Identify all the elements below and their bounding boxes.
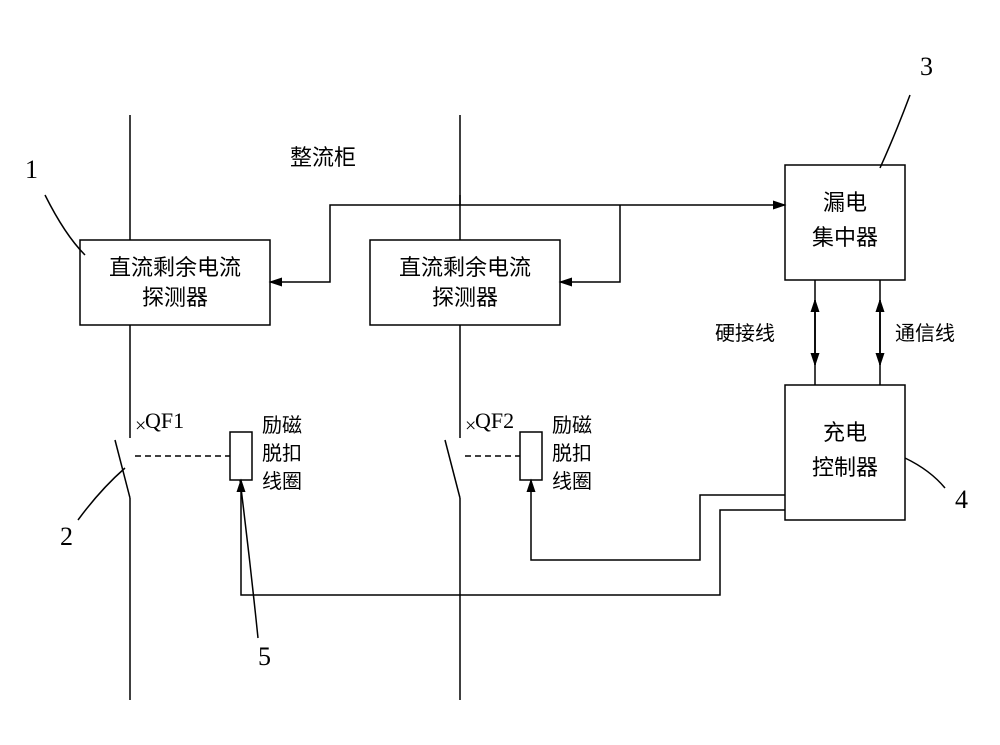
svg-text:线圈: 线圈 [262,470,302,493]
ctrl-to-coil1 [241,480,785,595]
callout-5: 5 [240,480,271,671]
svg-text:2: 2 [60,522,73,551]
qf2-label: QF2 [475,408,514,433]
commline-label: 通信线 [895,322,955,345]
svg-text:励磁: 励磁 [262,414,302,437]
callout-2: 2 [60,468,125,551]
svg-text:探测器: 探测器 [142,285,208,310]
svg-text:直流剩余电流: 直流剩余电流 [399,255,531,280]
svg-text:4: 4 [955,485,968,514]
svg-text:控制器: 控制器 [812,455,878,480]
svg-text:探测器: 探测器 [432,285,498,310]
svg-text:脱扣: 脱扣 [552,442,592,465]
svg-text:5: 5 [258,642,271,671]
rectifier-label: 整流柜 [290,145,356,170]
svg-text:充电: 充电 [823,420,867,445]
callout-4: 4 [905,458,968,514]
bus-to-concentrator [460,195,785,205]
detector2: 直流剩余电流 探测器 [370,240,560,325]
controller: 充电 控制器 [785,385,905,520]
detector1: 直流剩余电流 探测器 [80,240,270,325]
callout-1: 1 [25,155,85,255]
svg-text:漏电: 漏电 [823,190,867,215]
svg-text:集中器: 集中器 [812,225,878,250]
qf1-label: QF1 [145,408,184,433]
bus-to-det2 [560,205,620,282]
svg-text:励磁: 励磁 [552,414,592,437]
hardwire-label: 硬接线 [715,322,775,345]
svg-text:脱扣: 脱扣 [262,442,302,465]
svg-text:线圈: 线圈 [552,470,592,493]
svg-text:1: 1 [25,155,38,184]
svg-text:3: 3 [920,52,933,81]
svg-text:直流剩余电流: 直流剩余电流 [109,255,241,280]
callout-3: 3 [880,52,933,168]
concentrator: 漏电 集中器 [785,165,905,280]
